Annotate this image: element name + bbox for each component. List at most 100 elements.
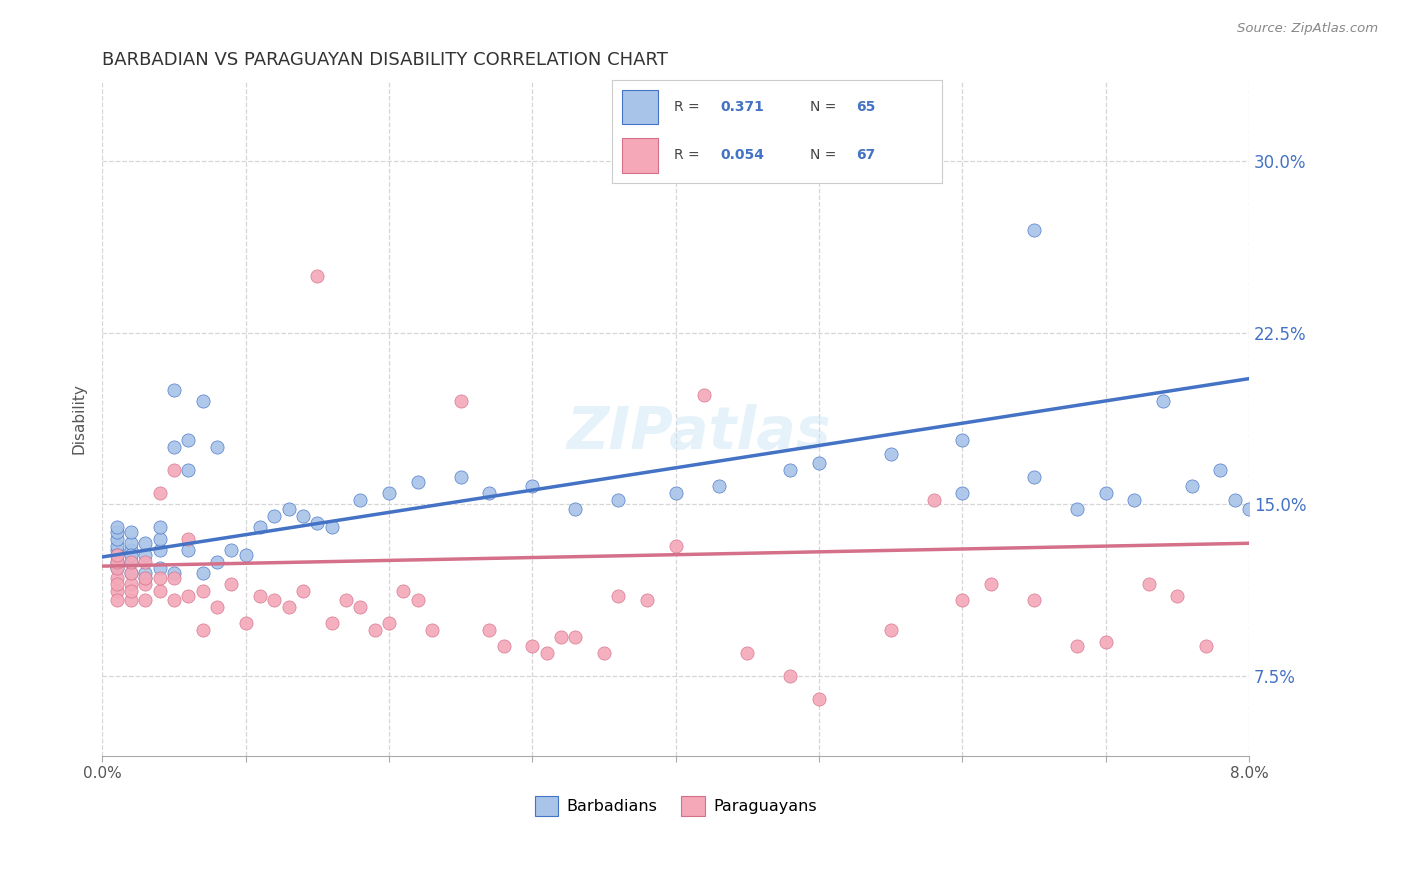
- Point: [406, 475, 429, 489]
- Point: [1066, 502, 1088, 516]
- Point: [277, 600, 299, 615]
- Point: [105, 561, 128, 575]
- Point: [120, 577, 142, 591]
- Point: [105, 593, 128, 607]
- Point: [120, 593, 142, 607]
- Point: [450, 470, 472, 484]
- Point: [105, 555, 128, 569]
- Point: [779, 669, 801, 683]
- Point: [349, 492, 371, 507]
- Point: [191, 394, 214, 409]
- Point: [707, 479, 730, 493]
- Point: [249, 589, 271, 603]
- Point: [120, 566, 142, 580]
- Point: [105, 539, 128, 553]
- Point: [105, 548, 128, 562]
- Point: [105, 520, 128, 534]
- Point: [134, 593, 156, 607]
- Point: [205, 440, 228, 454]
- Point: [105, 584, 128, 599]
- FancyBboxPatch shape: [621, 89, 658, 124]
- Point: [105, 555, 128, 569]
- Point: [163, 463, 186, 477]
- Point: [1022, 223, 1045, 237]
- Point: [134, 555, 156, 569]
- Point: [922, 492, 945, 507]
- Point: [693, 387, 716, 401]
- Point: [1137, 577, 1160, 591]
- Point: [808, 456, 831, 470]
- Point: [550, 630, 572, 644]
- Point: [522, 479, 544, 493]
- Point: [148, 584, 170, 599]
- Point: [1152, 394, 1174, 409]
- Text: 0.054: 0.054: [721, 148, 765, 162]
- Point: [219, 577, 242, 591]
- Point: [205, 555, 228, 569]
- Point: [420, 623, 443, 637]
- Point: [191, 566, 214, 580]
- Point: [1022, 593, 1045, 607]
- Point: [263, 508, 285, 523]
- Point: [120, 536, 142, 550]
- Point: [134, 548, 156, 562]
- Point: [392, 584, 415, 599]
- Point: [120, 555, 142, 569]
- Text: N =: N =: [810, 100, 841, 114]
- Point: [478, 623, 501, 637]
- Point: [148, 486, 170, 500]
- Text: Source: ZipAtlas.com: Source: ZipAtlas.com: [1237, 22, 1378, 36]
- Text: N =: N =: [810, 148, 841, 162]
- Point: [177, 543, 200, 558]
- Point: [536, 646, 558, 660]
- Point: [249, 520, 271, 534]
- Point: [163, 566, 186, 580]
- Point: [737, 646, 759, 660]
- Point: [1166, 589, 1188, 603]
- Point: [148, 520, 170, 534]
- Point: [148, 561, 170, 575]
- Point: [205, 600, 228, 615]
- Point: [321, 520, 343, 534]
- Point: [952, 593, 974, 607]
- FancyBboxPatch shape: [621, 137, 658, 173]
- Point: [105, 570, 128, 584]
- Point: [120, 566, 142, 580]
- Point: [120, 524, 142, 539]
- Point: [665, 486, 688, 500]
- Point: [120, 555, 142, 569]
- Point: [277, 502, 299, 516]
- Point: [1022, 470, 1045, 484]
- Point: [177, 532, 200, 546]
- Point: [235, 616, 257, 631]
- Point: [980, 577, 1002, 591]
- Point: [163, 570, 186, 584]
- Point: [321, 616, 343, 631]
- Point: [880, 623, 903, 637]
- Point: [148, 543, 170, 558]
- Point: [478, 486, 501, 500]
- Point: [191, 584, 214, 599]
- Text: R =: R =: [675, 148, 704, 162]
- Point: [808, 691, 831, 706]
- Y-axis label: Disability: Disability: [72, 384, 86, 454]
- Point: [1066, 639, 1088, 653]
- Point: [120, 584, 142, 599]
- Point: [378, 616, 401, 631]
- Point: [105, 577, 128, 591]
- Point: [105, 532, 128, 546]
- Point: [1237, 502, 1260, 516]
- Point: [593, 646, 616, 660]
- Legend: Barbadians, Paraguayans: Barbadians, Paraguayans: [529, 790, 824, 822]
- Point: [307, 268, 329, 283]
- Point: [665, 539, 688, 553]
- Point: [378, 486, 401, 500]
- Point: [134, 570, 156, 584]
- Point: [880, 447, 903, 461]
- Point: [564, 502, 586, 516]
- Point: [177, 463, 200, 477]
- Point: [291, 584, 314, 599]
- Point: [134, 570, 156, 584]
- Point: [177, 589, 200, 603]
- Point: [607, 589, 630, 603]
